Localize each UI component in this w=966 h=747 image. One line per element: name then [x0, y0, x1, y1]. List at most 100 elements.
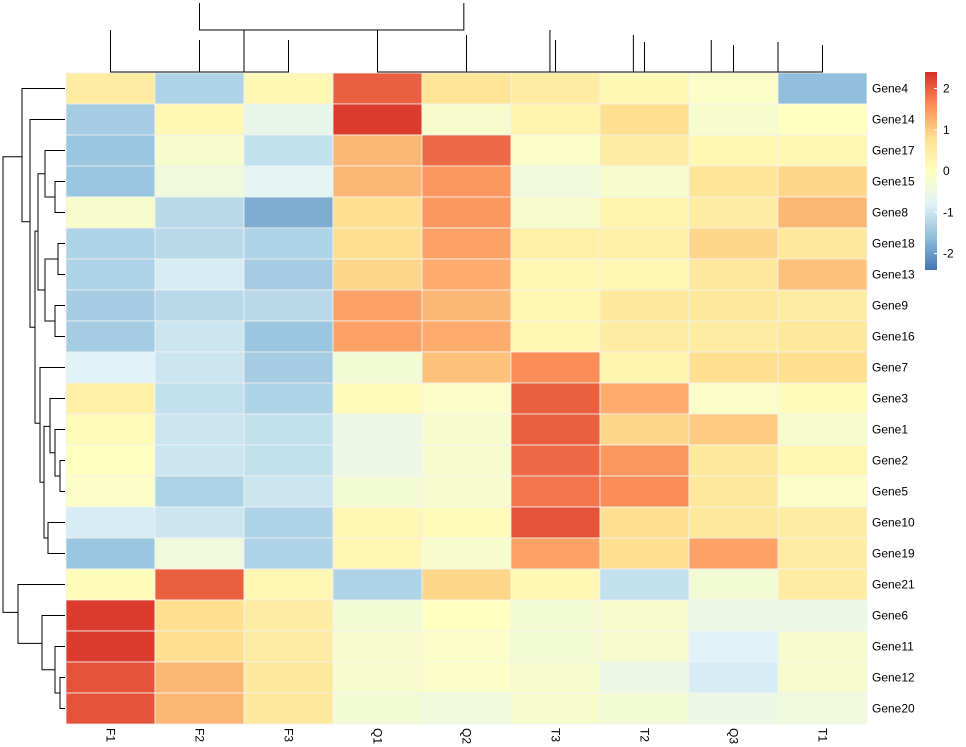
- cell-Gene4-Q1: [332, 72, 423, 105]
- cell-Gene7-T1: [777, 351, 868, 384]
- cell-Gene16-Q2: [421, 320, 512, 353]
- cell-Gene20-F1: [65, 692, 156, 725]
- cell-Gene17-F3: [243, 134, 334, 167]
- cell-Gene1-Q2: [421, 413, 512, 446]
- cell-Gene19-Q2: [421, 537, 512, 570]
- cell-Gene13-Q3: [688, 258, 779, 291]
- cell-Gene4-T1: [777, 72, 868, 105]
- cell-Gene13-Q2: [421, 258, 512, 291]
- cell-Gene4-Q3: [688, 72, 779, 105]
- column-dendrogram: [110, 3, 823, 73]
- cell-Gene4-T2: [599, 72, 690, 105]
- cell-Gene5-Q1: [332, 475, 423, 508]
- cell-Gene13-T1: [777, 258, 868, 291]
- cell-Gene8-F2: [154, 196, 245, 229]
- dendrogram-branch: [59, 677, 65, 709]
- row-label: Gene12: [872, 671, 915, 685]
- cell-Gene20-T2: [599, 692, 690, 725]
- cell-Gene5-F1: [65, 475, 156, 508]
- cell-Gene2-T1: [777, 444, 868, 477]
- row-label: Gene6: [872, 609, 908, 623]
- cell-Gene5-Q2: [421, 475, 512, 508]
- dendrogram-branch: [17, 584, 65, 644]
- cell-Gene13-F2: [154, 258, 245, 291]
- cell-Gene9-T2: [599, 289, 690, 322]
- cell-Gene5-T2: [599, 475, 690, 508]
- cell-Gene17-F2: [154, 134, 245, 167]
- column-label: Q1: [371, 728, 385, 744]
- legend-color-bar: [925, 72, 937, 270]
- cell-Gene6-T1: [777, 599, 868, 632]
- cell-Gene13-F3: [243, 258, 334, 291]
- cell-Gene12-Q1: [332, 661, 423, 694]
- cell-Gene20-F3: [243, 692, 334, 725]
- cell-Gene17-Q3: [688, 134, 779, 167]
- cell-Gene8-T1: [777, 196, 868, 229]
- row-label: Gene9: [872, 299, 908, 313]
- cell-Gene12-F2: [154, 661, 245, 694]
- cell-Gene21-F1: [65, 568, 156, 601]
- cell-Gene2-F1: [65, 444, 156, 477]
- cell-Gene4-Q2: [421, 72, 512, 105]
- cell-Gene14-Q3: [688, 103, 779, 136]
- cell-Gene20-Q2: [421, 692, 512, 725]
- legend-ticks: 2 1 0 -1 -2: [934, 82, 954, 261]
- row-label: Gene2: [872, 454, 908, 468]
- cell-Gene16-Q1: [332, 320, 423, 353]
- column-label: F2: [193, 728, 207, 742]
- cell-Gene6-F1: [65, 599, 156, 632]
- cell-Gene7-F1: [65, 351, 156, 384]
- cell-Gene19-Q3: [688, 537, 779, 570]
- cell-Gene10-Q3: [688, 506, 779, 539]
- cell-Gene7-Q1: [332, 351, 423, 384]
- cell-Gene10-T2: [599, 506, 690, 539]
- column-label: F1: [104, 728, 118, 742]
- cell-Gene11-F1: [65, 630, 156, 663]
- cell-Gene7-F2: [154, 351, 245, 384]
- cell-Gene18-F2: [154, 227, 245, 260]
- cell-Gene7-Q2: [421, 351, 512, 384]
- cell-Gene14-Q1: [332, 103, 423, 136]
- cell-Gene2-F3: [243, 444, 334, 477]
- color-legend: 2 1 0 -1 -2: [925, 72, 954, 270]
- cell-Gene1-T3: [510, 413, 601, 446]
- cell-Gene14-T2: [599, 103, 690, 136]
- cell-Gene8-T2: [599, 196, 690, 229]
- cell-Gene15-Q3: [688, 165, 779, 198]
- cell-Gene2-Q2: [421, 444, 512, 477]
- cell-Gene12-T1: [777, 661, 868, 694]
- row-dendrogram: [2, 88, 65, 709]
- cell-Gene6-Q2: [421, 599, 512, 632]
- row-label: Gene3: [872, 392, 908, 406]
- dendrogram-branch: [2, 156, 22, 613]
- cell-Gene11-T3: [510, 630, 601, 663]
- legend-tick-label: 0: [943, 164, 950, 178]
- row-label: Gene15: [872, 175, 915, 189]
- cell-Gene21-T3: [510, 568, 601, 601]
- cell-Gene16-T2: [599, 320, 690, 353]
- cell-Gene14-Q2: [421, 103, 512, 136]
- row-label: Gene5: [872, 485, 908, 499]
- dendrogram-branch: [37, 173, 45, 291]
- cell-Gene3-F2: [154, 382, 245, 415]
- legend-tick-label: -1: [943, 205, 954, 219]
- row-label: Gene20: [872, 702, 915, 716]
- cell-Gene3-F3: [243, 382, 334, 415]
- cell-Gene9-Q2: [421, 289, 512, 322]
- cell-Gene10-Q1: [332, 506, 423, 539]
- cell-Gene11-T1: [777, 630, 868, 663]
- cell-Gene1-F1: [65, 413, 156, 446]
- cell-Gene2-F2: [154, 444, 245, 477]
- row-label: Gene21: [872, 578, 915, 592]
- cell-Gene13-Q1: [332, 258, 423, 291]
- row-label: Gene10: [872, 516, 915, 530]
- dendrogram-branch: [47, 522, 65, 554]
- cell-Gene9-T3: [510, 289, 601, 322]
- dendrogram-branch: [41, 615, 65, 671]
- cell-Gene16-T1: [777, 320, 868, 353]
- cell-Gene11-T2: [599, 630, 690, 663]
- cell-Gene10-T1: [777, 506, 868, 539]
- row-label: Gene19: [872, 547, 915, 561]
- cell-Gene3-F1: [65, 382, 156, 415]
